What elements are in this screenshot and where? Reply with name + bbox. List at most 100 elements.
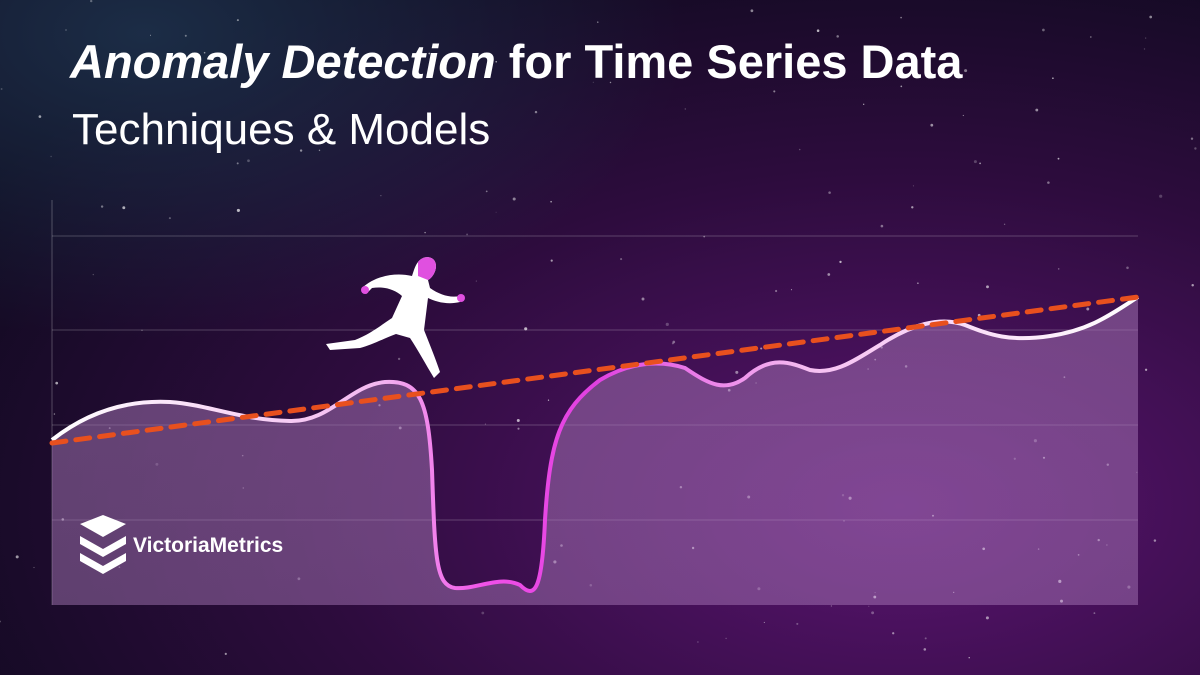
- star: [1191, 284, 1194, 287]
- star: [641, 297, 645, 301]
- star: [524, 327, 528, 331]
- star: [168, 217, 171, 220]
- star: [33, 566, 35, 569]
- star: [184, 34, 187, 37]
- star: [53, 413, 56, 415]
- subtitle: Techniques & Models: [72, 105, 490, 154]
- star: [828, 191, 831, 194]
- star: [773, 90, 776, 93]
- star: [1159, 194, 1163, 198]
- star: [911, 206, 914, 209]
- star: [495, 211, 497, 213]
- star: [100, 205, 104, 208]
- star: [512, 197, 516, 201]
- runner-head: [418, 257, 436, 280]
- star: [475, 280, 477, 282]
- star: [484, 423, 486, 425]
- star: [1057, 157, 1060, 160]
- star: [609, 81, 612, 84]
- star: [597, 21, 599, 23]
- star: [836, 35, 839, 38]
- star: [986, 285, 989, 289]
- star: [0, 620, 1, 623]
- star: [1086, 307, 1090, 311]
- star: [1143, 48, 1146, 50]
- star: [466, 233, 469, 236]
- star: [725, 637, 727, 640]
- star: [1093, 612, 1096, 615]
- star: [775, 289, 778, 293]
- title-rest: for Time Series Data: [509, 35, 964, 88]
- star: [424, 231, 426, 234]
- star: [90, 0, 93, 3]
- star: [1089, 36, 1092, 38]
- star: [1126, 266, 1129, 270]
- star: [985, 616, 989, 620]
- star: [517, 427, 520, 430]
- logo-icon: [80, 515, 126, 537]
- star: [1149, 15, 1153, 19]
- star: [247, 159, 250, 163]
- star: [236, 208, 240, 212]
- star: [65, 29, 67, 31]
- star: [839, 260, 842, 264]
- star: [1194, 147, 1197, 150]
- star: [1057, 268, 1060, 270]
- star: [0, 88, 3, 90]
- star: [1190, 137, 1194, 140]
- star: [318, 149, 321, 152]
- star: [917, 282, 919, 284]
- star: [1042, 28, 1045, 32]
- star: [1153, 539, 1157, 542]
- area: [52, 297, 1138, 605]
- star: [923, 648, 927, 651]
- star: [15, 555, 19, 559]
- star: [684, 108, 687, 110]
- star: [592, 81, 594, 83]
- star: [703, 235, 706, 238]
- star: [550, 259, 553, 262]
- trend-line: [49, 294, 1141, 446]
- logo-text: VictoriaMetrics: [133, 534, 283, 557]
- star: [1052, 77, 1054, 80]
- star: [790, 289, 793, 291]
- star: [534, 110, 538, 114]
- star: [1144, 368, 1148, 371]
- star: [863, 103, 865, 105]
- star: [92, 273, 94, 276]
- star: [428, 52, 431, 55]
- star: [830, 605, 833, 607]
- runner: [326, 257, 465, 378]
- star: [55, 381, 59, 385]
- star: [697, 641, 699, 643]
- star: [892, 632, 895, 635]
- title-emphasis: Anomaly Detection: [69, 35, 496, 88]
- star: [671, 342, 674, 345]
- star: [973, 160, 977, 164]
- star: [798, 148, 801, 151]
- star: [299, 149, 303, 152]
- star: [735, 370, 739, 374]
- star: [964, 69, 968, 73]
- star: [930, 123, 934, 127]
- star: [144, 136, 147, 138]
- star: [50, 155, 52, 158]
- title: Anomaly Detection for Time Series Data: [69, 35, 963, 88]
- star: [1047, 181, 1050, 184]
- star: [380, 195, 382, 197]
- star: [912, 185, 914, 187]
- star: [672, 340, 676, 344]
- star: [1035, 108, 1039, 112]
- runner-hand: [457, 294, 465, 302]
- logo-icon: [80, 553, 126, 574]
- star: [760, 347, 763, 350]
- star: [868, 605, 870, 607]
- star: [750, 9, 754, 13]
- star: [236, 19, 239, 22]
- star: [38, 115, 42, 118]
- star: [516, 419, 520, 422]
- star: [1003, 223, 1006, 225]
- runner-body: [326, 257, 460, 378]
